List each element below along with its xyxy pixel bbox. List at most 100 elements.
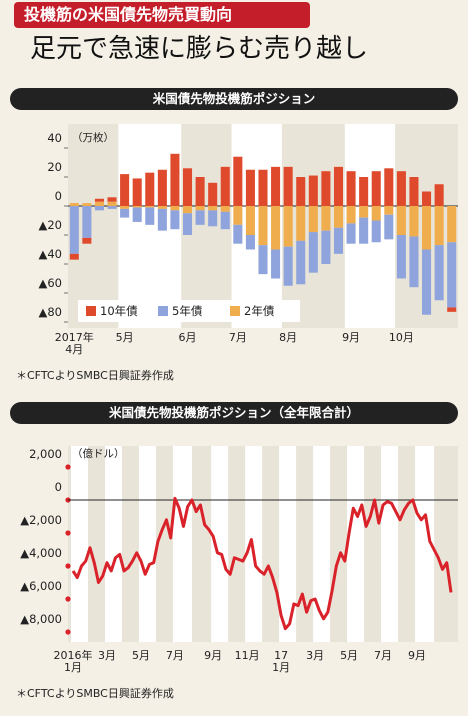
bar-segment <box>170 153 180 206</box>
month-stripe <box>347 446 365 642</box>
bar-segment <box>94 206 104 211</box>
legend-swatch <box>86 306 96 316</box>
bar-segment <box>371 206 381 221</box>
bar-segment <box>157 208 167 231</box>
bar-segment <box>396 206 406 235</box>
legend-box <box>78 300 300 322</box>
bar-segment <box>333 166 344 206</box>
y-tick-label: ▲2,000 <box>20 513 62 527</box>
bar-segment <box>346 171 356 206</box>
section-tag: 投機筋の米国債先物売買動向 <box>14 2 310 28</box>
bar-segment <box>107 201 117 206</box>
legend-swatch <box>158 306 168 316</box>
y-tick-label: 2,000 <box>29 447 62 461</box>
x-tick-label: 9月 <box>408 649 427 662</box>
data-line <box>71 496 453 631</box>
bar-segment <box>434 245 444 301</box>
y-tick-label: ▲80 <box>38 305 62 319</box>
bar-segment <box>145 172 155 206</box>
bar-segment <box>120 174 130 206</box>
bar-segment <box>145 206 155 208</box>
bar-segment <box>296 177 306 206</box>
bar-segment <box>94 201 104 206</box>
bar-segment <box>220 166 230 206</box>
bar-segment <box>195 177 205 206</box>
month-stripe <box>104 446 122 642</box>
month-stripe <box>138 446 156 642</box>
bar-segment <box>434 184 444 206</box>
y-tick-dot <box>65 596 71 602</box>
bar-segment <box>208 206 218 211</box>
x-tick-label: 8月 <box>279 331 298 344</box>
bar-segment <box>82 237 92 244</box>
bar-segment <box>258 169 268 206</box>
bar-segment <box>321 171 331 206</box>
bar-segment <box>371 220 381 243</box>
bar-segment <box>384 206 394 215</box>
bar-segment <box>321 206 331 231</box>
bar-segment <box>182 206 193 214</box>
bar-segment <box>94 198 104 202</box>
source-note: ＊CFTCよりSMBC日興証券作成 <box>16 369 174 382</box>
x-tick-label: 3月 <box>306 649 325 662</box>
bar-segment <box>447 206 457 243</box>
bar-segment <box>308 232 318 273</box>
bar-segment <box>245 206 255 235</box>
y-tick-label: ▲6,000 <box>20 579 62 593</box>
x-tick-label: 7月 <box>374 649 393 662</box>
bar-segment <box>434 206 444 246</box>
bar-segment <box>409 236 419 288</box>
bar-segment <box>245 169 255 206</box>
y-tick-label: ▲20 <box>38 218 62 232</box>
bar-segment <box>208 210 218 227</box>
legend-label: 10年債 <box>100 304 138 318</box>
bar-segment <box>132 178 142 206</box>
bar-segment <box>308 206 318 233</box>
bar-segment <box>283 206 293 247</box>
bar-segment <box>69 203 79 206</box>
bar-segment <box>422 206 432 250</box>
bar-segment <box>296 240 306 285</box>
y-tick-label: 0 <box>54 480 62 494</box>
x-tick-label: 3月 <box>97 649 116 662</box>
y-tick-label: ▲4,000 <box>20 546 62 560</box>
bar-segment <box>409 177 419 206</box>
bar-segment <box>447 242 457 308</box>
x-tick-label: 9月 <box>342 331 361 344</box>
chart-title: 米国債先物投機筋ポジション（全年限合計） <box>10 402 458 424</box>
bar-segment <box>258 245 268 275</box>
bar-segment <box>271 249 281 279</box>
headline: 足元で急速に膨らむ売り越し <box>30 34 369 64</box>
bar-segment <box>208 182 218 206</box>
x-tick-label: 5月 <box>340 649 359 662</box>
legend-label: 2年債 <box>244 304 275 318</box>
month-stripe <box>279 446 297 642</box>
y-tick-dot <box>65 530 71 536</box>
month-stripe <box>313 446 331 642</box>
bar-segment <box>308 175 318 206</box>
bar-segment <box>195 210 205 225</box>
bar-segment <box>182 168 193 206</box>
bar-segment <box>107 197 117 202</box>
bar-segment <box>258 206 268 246</box>
bar-segment <box>384 214 394 240</box>
bar-segment <box>447 307 457 312</box>
y-tick-dot <box>65 629 71 635</box>
x-tick-label: 17 1月 <box>272 649 291 674</box>
bar-segment <box>233 224 243 244</box>
y-tick-label: 0 <box>54 189 62 203</box>
source-note: ＊CFTCよりSMBC日興証券作成 <box>16 687 174 700</box>
month-stripe <box>211 446 229 642</box>
month-stripe <box>172 446 193 642</box>
x-tick-label: 6月 <box>178 331 197 344</box>
bar-segment <box>182 213 193 235</box>
bar-segment <box>195 206 205 211</box>
bar-segment <box>145 207 155 225</box>
bar-segment <box>333 227 344 254</box>
unit-label: （億ドル） <box>72 448 125 460</box>
y-tick-label: 20 <box>47 160 62 174</box>
bar-segment <box>422 249 432 315</box>
bar-segment <box>346 223 356 244</box>
bar-segment <box>220 206 230 212</box>
